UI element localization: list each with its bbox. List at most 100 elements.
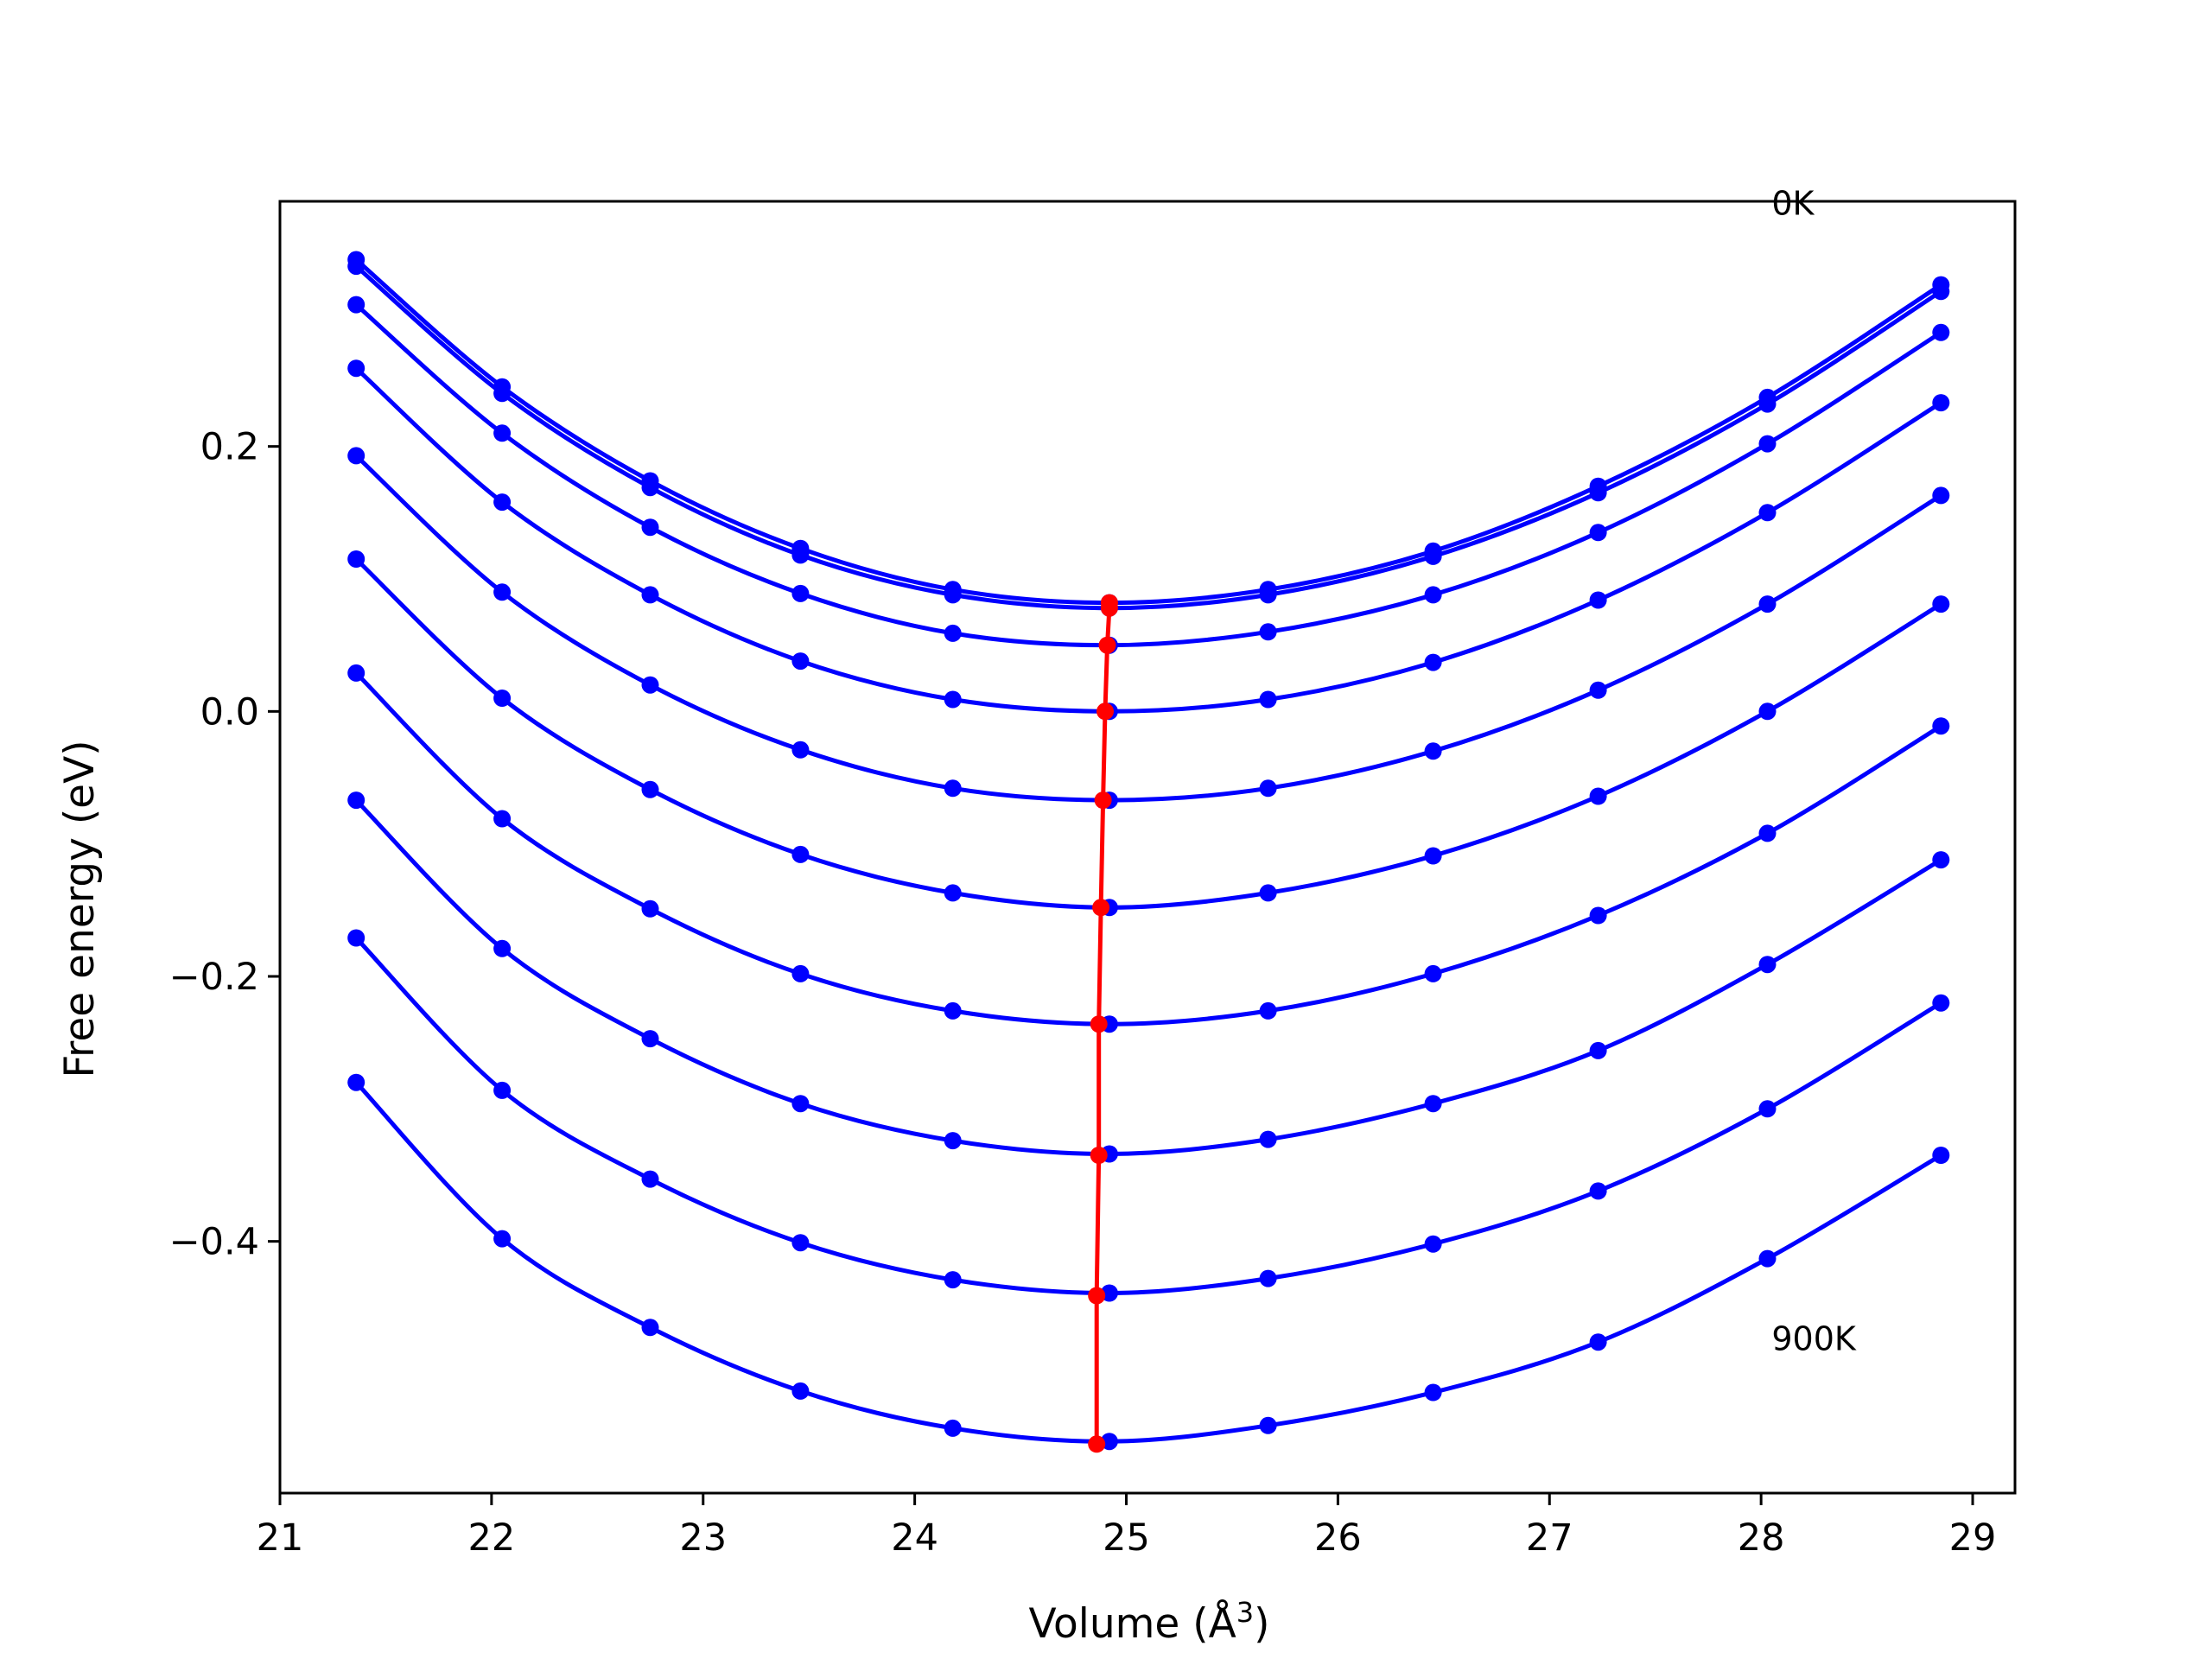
series-9: [347, 929, 1950, 1302]
data-point: [641, 518, 659, 537]
data-point: [493, 810, 512, 828]
x-axis-label-close: ): [1254, 1600, 1269, 1648]
data-point: [1424, 964, 1442, 982]
data-point: [1259, 1001, 1277, 1020]
data-point: [1758, 1249, 1777, 1268]
data-point: [1758, 824, 1777, 842]
data-point: [641, 586, 659, 604]
data-point: [1932, 394, 1950, 412]
data-point: [493, 939, 512, 957]
data-point: [1424, 653, 1442, 671]
data-point: [641, 479, 659, 497]
data-point: [1932, 717, 1950, 735]
data-point: [1758, 504, 1777, 522]
data-point: [944, 624, 962, 642]
data-point: [791, 1095, 810, 1113]
data-point: [1259, 884, 1277, 902]
data-point: [1589, 591, 1607, 609]
data-point: [493, 690, 512, 707]
minimum-point: [1096, 702, 1114, 721]
data-point: [1932, 851, 1950, 869]
data-point: [641, 780, 659, 798]
data-point: [944, 779, 962, 798]
x-tick-label: 29: [1949, 1516, 1997, 1560]
data-point: [1589, 906, 1607, 925]
minimum-point: [1090, 1015, 1108, 1033]
x-tick-label: 27: [1526, 1516, 1573, 1560]
data-point: [1589, 1182, 1607, 1200]
y-axis-label: Free energy (eV): [56, 740, 104, 1077]
data-point: [1259, 779, 1277, 798]
data-point: [944, 1001, 962, 1020]
data-point: [791, 1234, 810, 1252]
data-point: [347, 550, 365, 568]
data-point: [791, 546, 810, 564]
data-point: [1424, 1383, 1442, 1402]
minimum-point: [1092, 899, 1110, 917]
minimum-line: [1094, 602, 1112, 1445]
data-point: [1589, 1333, 1607, 1351]
data-point: [1758, 1100, 1777, 1118]
data-point: [1424, 1235, 1442, 1253]
axes-frame: [278, 200, 2017, 1495]
data-point: [347, 1073, 365, 1091]
minimum-point: [1098, 636, 1116, 654]
data-point: [1758, 395, 1777, 413]
data-point: [493, 424, 512, 442]
minimum-series: [1088, 594, 1118, 1453]
x-tick-label: 25: [1103, 1516, 1150, 1560]
data-point: [1589, 1041, 1607, 1059]
series-7: [347, 664, 1950, 1033]
data-point: [944, 1271, 962, 1289]
y-tick-label: 0.0: [200, 690, 259, 734]
data-point: [1424, 1095, 1442, 1113]
minimum-point: [1088, 1287, 1106, 1305]
data-point: [1932, 283, 1950, 301]
data-point: [791, 652, 810, 671]
data-point: [347, 296, 365, 314]
data-point: [791, 845, 810, 863]
data-point: [641, 1319, 659, 1337]
annotations: 0K 900K: [1771, 184, 1857, 1357]
data-point: [1758, 435, 1777, 453]
data-point: [347, 359, 365, 378]
y-tick-label: −0.2: [169, 956, 259, 999]
data-point: [1758, 956, 1777, 974]
data-point: [791, 964, 810, 982]
data-point: [493, 385, 512, 403]
data-point: [493, 493, 512, 512]
data-point: [944, 1132, 962, 1150]
minimum-point: [1090, 1147, 1108, 1164]
plot-area: [347, 251, 1950, 1453]
minimum-point: [1100, 599, 1118, 617]
data-point: [944, 1419, 962, 1437]
data-point: [1758, 702, 1777, 721]
data-point: [1758, 595, 1777, 613]
data-point: [1932, 994, 1950, 1012]
x-axis: 21 22 23 24 25 26 27 28 29: [257, 1493, 1997, 1560]
x-tick-label: 22: [468, 1516, 516, 1560]
x-tick-label: 24: [891, 1516, 938, 1560]
data-point: [641, 1170, 659, 1188]
minimum-point: [1094, 791, 1112, 810]
data-point: [493, 583, 512, 601]
data-point: [641, 1030, 659, 1048]
y-tick-label: −0.4: [169, 1221, 259, 1264]
data-point: [1589, 524, 1607, 542]
data-point: [791, 1382, 810, 1400]
data-point: [347, 447, 365, 465]
y-axis: 0.2 0.0 −0.2 −0.4: [169, 426, 280, 1264]
data-point: [944, 690, 962, 709]
data-point: [944, 884, 962, 902]
data-point: [1259, 623, 1277, 641]
data-point: [1259, 586, 1277, 604]
x-tick-label: 23: [679, 1516, 727, 1560]
data-point: [1589, 681, 1607, 699]
data-point: [347, 664, 365, 682]
data-point: [944, 586, 962, 604]
data-point: [347, 791, 365, 810]
data-point: [791, 741, 810, 759]
x-axis-label: Volume (Å3): [1029, 1596, 1270, 1648]
x-axis-label-text: Volume (Å: [1029, 1600, 1236, 1648]
